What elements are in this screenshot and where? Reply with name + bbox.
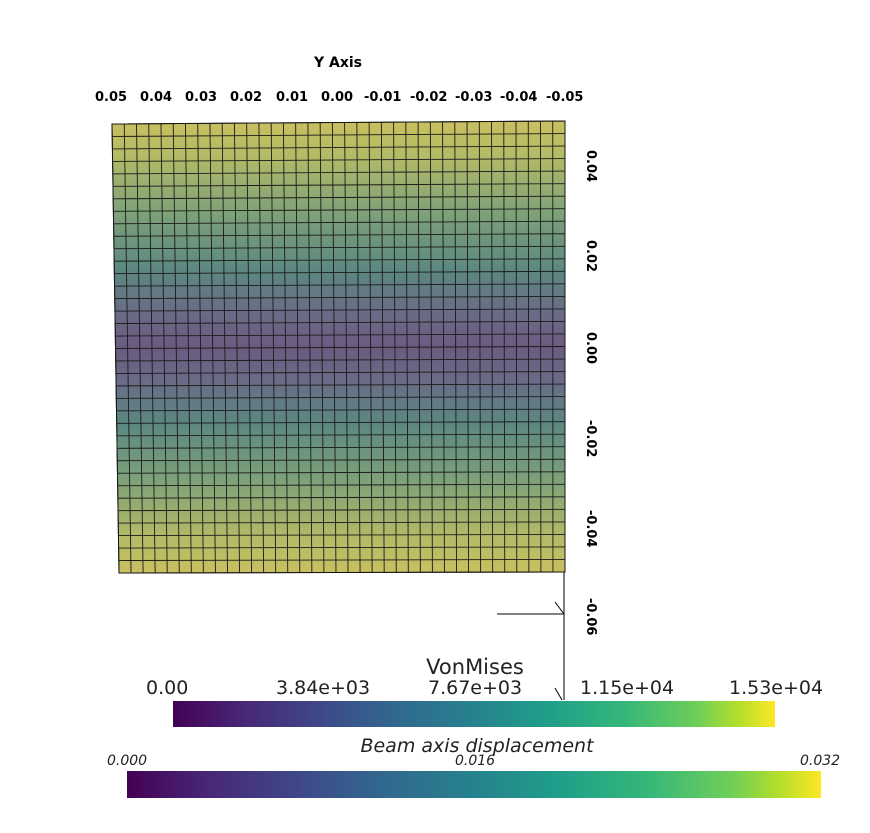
mesh-row-line (117, 483, 566, 487)
beam-mesh-grid (111, 120, 566, 574)
displacement-tick-label: 0.032 (800, 753, 841, 769)
y-axis-tick-label: 0.04 (140, 90, 173, 105)
mesh-row-line (111, 120, 566, 125)
mesh-row-line (112, 145, 566, 150)
mesh-row-line (115, 346, 566, 349)
mesh-row-line (112, 183, 566, 187)
displacement-colorbar-title: Beam axis displacement (360, 735, 594, 757)
z-axis-tick-label: 0.04 (583, 150, 598, 183)
vonmises-tick-label: 3.84e+03 (276, 677, 371, 699)
y-axis-tick-label: -0.05 (546, 90, 584, 105)
mesh-row-line (116, 408, 566, 412)
z-axis-tick-label: 0.00 (583, 332, 598, 365)
y-axis-title: Y Axis (313, 55, 362, 71)
mesh-row-line (115, 358, 566, 362)
vonmises-tick-label: 7.67e+03 (428, 677, 523, 699)
axis-tick-mark (554, 601, 565, 615)
z-axis-tick-label: 0.02 (583, 240, 598, 273)
vonmises-tick-label: 1.15e+04 (580, 677, 675, 699)
mesh-row-line (114, 270, 566, 275)
mesh-row-line (118, 559, 566, 561)
mesh-row-line (117, 471, 566, 474)
mesh-row-line (116, 396, 566, 399)
y-axis-tick-label: 0.01 (276, 90, 309, 105)
y-axis-tick-label: 0.05 (95, 90, 128, 105)
vonmises-tick-label: 0.00 (146, 677, 189, 699)
displacement-tick-label: 0.016 (455, 753, 496, 769)
mesh-row-line (118, 508, 566, 512)
y-axis-tick-label: -0.01 (364, 90, 402, 105)
mesh-row-line (116, 383, 566, 387)
y-axis-tick-label: -0.03 (455, 90, 493, 105)
z-axis-tick-label: -0.04 (583, 510, 598, 548)
mesh-row-line (114, 258, 566, 262)
mesh-row-line (114, 295, 566, 300)
mesh-row-line (118, 521, 566, 524)
y-axis-tick-label: 0.00 (321, 90, 354, 105)
displacement-colorbar (127, 771, 821, 798)
mesh-row-line (113, 195, 566, 200)
mesh-row-line (115, 320, 566, 325)
mesh-row-line (114, 283, 566, 287)
mesh-row-line (115, 333, 566, 337)
mesh-row-line (112, 158, 566, 162)
axis-tick-mark-lower (554, 687, 563, 701)
mesh-row-line (116, 433, 566, 437)
mesh-row-line (118, 571, 566, 574)
z-axis-tick-label: -0.02 (583, 420, 598, 458)
mesh-row-line (116, 421, 566, 424)
mesh-row-line (113, 245, 566, 250)
displacement-tick-label: 0.000 (107, 753, 148, 769)
mesh-row-line (113, 233, 566, 237)
mesh-row-line (113, 220, 566, 225)
y-axis-tick-label: 0.03 (185, 90, 218, 105)
y-axis-tick-label: 0.02 (230, 90, 263, 105)
y-axis-tick-label: -0.02 (410, 90, 448, 105)
mesh-row-line (117, 496, 566, 499)
mesh-row-line (112, 170, 566, 175)
mesh-row-line (115, 371, 566, 374)
z-axis-tick-label: -0.06 (583, 598, 598, 636)
mesh-row-line (118, 546, 566, 549)
vonmises-colorbar (173, 701, 775, 727)
mesh-row-line (118, 533, 566, 537)
mesh-row-line (112, 133, 566, 137)
mesh-row-line (113, 208, 566, 212)
vonmises-colorbar-title: VonMises (426, 655, 524, 679)
vonmises-tick-label: 1.53e+04 (729, 677, 824, 699)
y-axis-tick-label: -0.04 (500, 90, 538, 105)
mesh-row-line (117, 458, 566, 462)
mesh-row-line (117, 446, 566, 449)
mesh-row-line (114, 308, 566, 312)
